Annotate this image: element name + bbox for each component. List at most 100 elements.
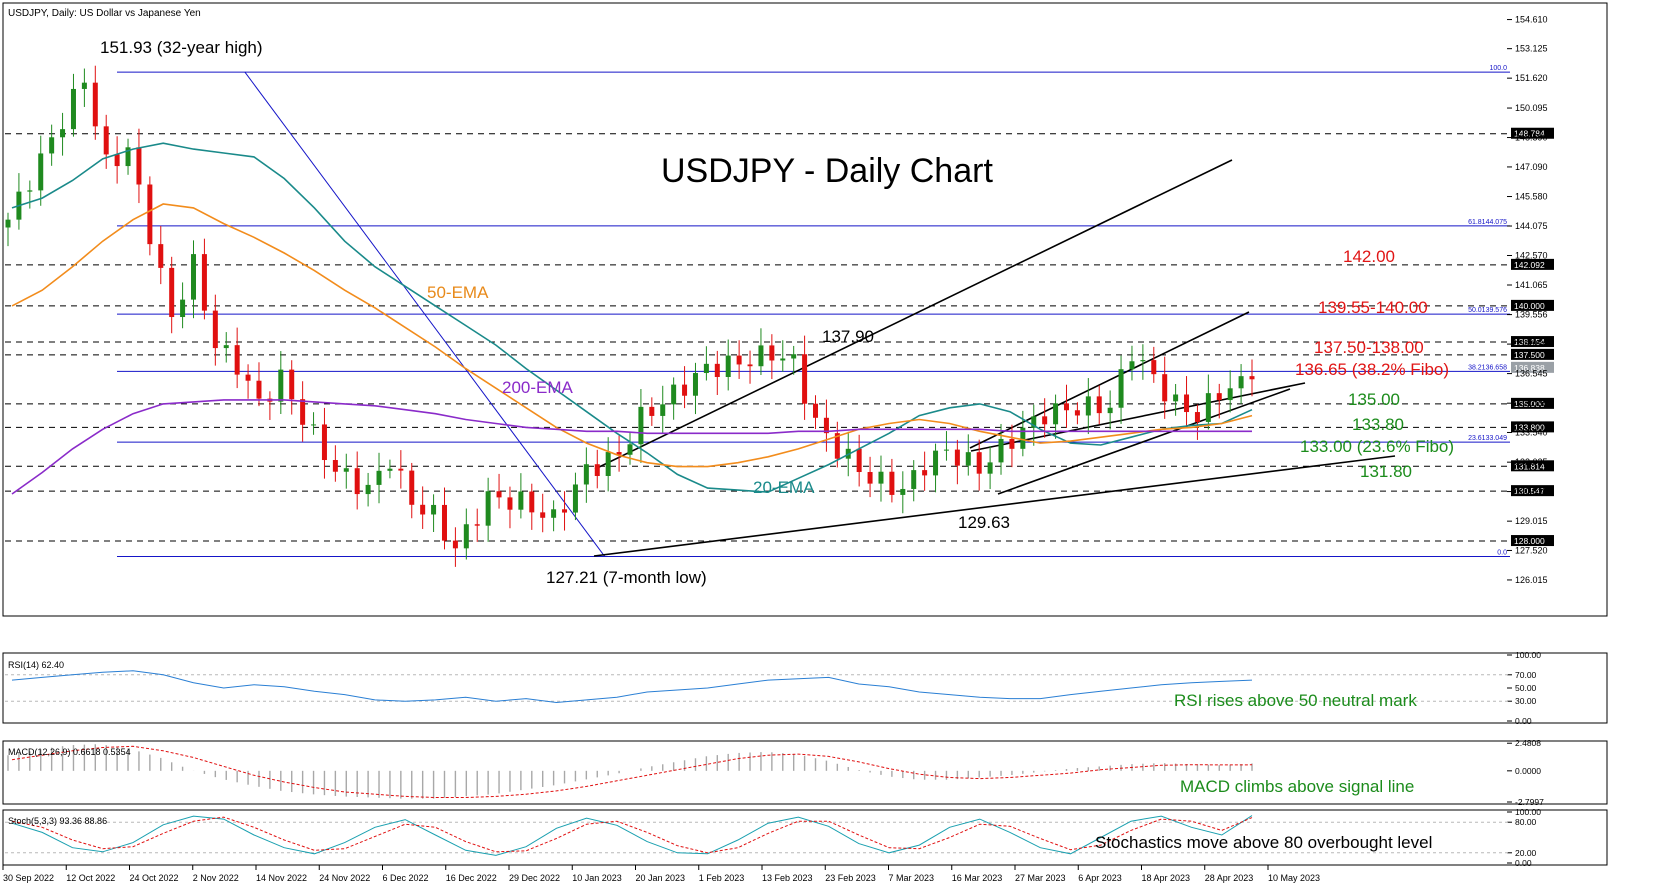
ind-tick-label: 50.00 (1515, 683, 1537, 693)
ind-tick-label: 0.00 (1515, 716, 1532, 726)
annotation-label: 131.80 (1360, 462, 1412, 481)
candle-body (496, 491, 502, 498)
candle-body (594, 464, 600, 476)
candle-body (398, 468, 404, 471)
x-tick-label: 16 Dec 2022 (446, 873, 497, 883)
candle-body (409, 470, 415, 505)
x-tick-label: 14 Nov 2022 (256, 873, 307, 883)
candle-body (5, 219, 11, 228)
y-tick-label: 150.095 (1515, 103, 1548, 113)
candle-body (1238, 376, 1244, 389)
candle-body (1074, 410, 1080, 416)
x-tick-label: 23 Feb 2023 (825, 873, 876, 883)
candle-body (114, 154, 120, 167)
ind-tick-label: 100.00 (1515, 807, 1541, 817)
candle-body (420, 504, 426, 515)
level-price-box (1511, 258, 1554, 270)
candle-body (49, 137, 55, 154)
y-tick-label: 136.545 (1515, 369, 1548, 379)
candle-body (823, 417, 829, 434)
y-tick-label: 139.556 (1515, 310, 1548, 320)
candle-body (834, 433, 840, 459)
candle-body (714, 363, 720, 378)
macd-title: MACD(12,26,9) 0.6618 0.5354 (8, 747, 131, 757)
candle-body (332, 460, 338, 472)
candle-body (911, 470, 917, 489)
candle-body (725, 355, 731, 378)
candle-body (1063, 403, 1069, 411)
candle-body (1151, 360, 1157, 375)
level-price-box (1511, 421, 1554, 433)
candle-body (103, 126, 109, 155)
candle-body (1162, 374, 1168, 402)
candle-body (518, 491, 524, 510)
y-tick-label: 132.025 (1515, 457, 1548, 467)
ema-line (11, 399, 1252, 495)
ind-tick-label: 30.00 (1515, 696, 1537, 706)
rsi-panel (2, 652, 1608, 724)
candle-body (1129, 361, 1135, 370)
level-price-label: 138.154 (1514, 337, 1545, 347)
ind-tick-label: -2.7997 (1515, 797, 1544, 807)
x-tick-label: 6 Apr 2023 (1078, 873, 1122, 883)
fibo-label: 0.0 (1497, 550, 1507, 557)
ind-tick-label: 80.00 (1515, 817, 1537, 827)
candle-body (81, 82, 87, 89)
x-tick-label: 6 Dec 2022 (383, 873, 429, 883)
candle-body (300, 399, 306, 425)
rsi-line (11, 670, 1253, 704)
level-price-label: 135.000 (1514, 399, 1545, 409)
annotation-label: 142.00 (1343, 247, 1395, 266)
candle-body (1227, 388, 1233, 401)
y-tick-label: 135.035 (1515, 398, 1548, 408)
level-price-box (1511, 348, 1554, 360)
candle-body (1194, 412, 1200, 422)
candle-body (169, 267, 175, 318)
candle-body (1009, 438, 1015, 449)
candle-body (38, 153, 44, 191)
x-tick-label: 30 Sep 2022 (3, 873, 54, 883)
x-tick-label: 16 Mar 2023 (952, 873, 1003, 883)
level-price-box (1511, 535, 1554, 547)
level-price-label: 133.800 (1514, 422, 1545, 432)
candle-body (900, 488, 906, 495)
candle-body (954, 449, 960, 466)
y-tick-label: 148.590 (1515, 133, 1548, 143)
candle-body (1085, 396, 1091, 416)
ind-tick-label: 2.4808 (1515, 738, 1541, 748)
candle-body (1205, 393, 1211, 422)
y-tick-label: 154.610 (1515, 15, 1548, 25)
ind-tick-label: 100.00 (1515, 650, 1541, 660)
annotation-label: 139.55-140.00 (1318, 298, 1428, 317)
candle-body (136, 147, 142, 185)
fibo-label: 23.6133.049 (1468, 435, 1507, 442)
candle-body (201, 254, 207, 311)
candle-body (605, 452, 611, 476)
candle-body (551, 509, 557, 518)
candle-body (431, 504, 437, 515)
y-tick-label: 144.075 (1515, 221, 1548, 231)
x-tick-label: 18 Apr 2023 (1142, 873, 1191, 883)
candle-body (354, 468, 360, 495)
trend-line (593, 455, 1396, 557)
candle-body (867, 472, 873, 484)
candle-body (802, 354, 808, 404)
candle-body (692, 373, 698, 396)
ind-tick-label: 70.00 (1515, 670, 1537, 680)
fibo-label: 38.2136.658 (1468, 364, 1507, 371)
trend-line (594, 159, 1233, 470)
candle-body (616, 452, 622, 455)
candle-body (507, 497, 513, 510)
candle-body (540, 512, 546, 518)
candle-body (289, 369, 295, 400)
candle-body (769, 345, 775, 361)
y-tick-label: 129.015 (1515, 516, 1548, 526)
candle-body (747, 364, 753, 367)
chart-title: USDJPY - Daily Chart (661, 152, 993, 190)
annotation-label: 135.00 (1348, 390, 1400, 409)
x-tick-label: 24 Oct 2022 (130, 873, 179, 883)
y-tick-label: 153.125 (1515, 44, 1548, 54)
candle-body (933, 450, 939, 476)
level-price-box (1511, 397, 1554, 409)
candle-body (158, 244, 164, 268)
